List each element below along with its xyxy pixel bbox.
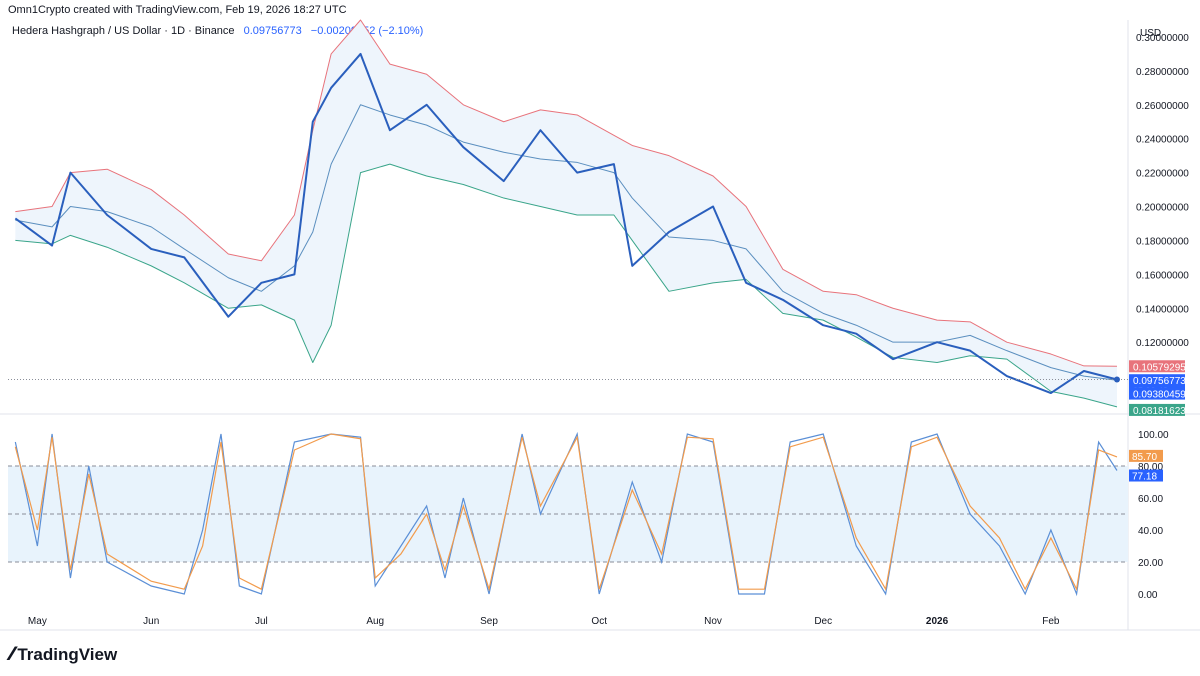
osc-y-tick-label: 100.00 (1138, 430, 1169, 441)
osc-y-tick-label: 80.00 (1138, 462, 1163, 473)
price-badge-label: 0.09380459 (1133, 390, 1186, 401)
osc-y-tick-label: 40.00 (1138, 526, 1163, 537)
last-price-dot (1113, 376, 1120, 383)
price-axis-badge: 0.08181623 (1129, 403, 1186, 417)
x-tick-label: Nov (704, 616, 722, 627)
y-tick-label: 0.16000000 (1136, 270, 1189, 281)
brand-name: TradingView (17, 645, 118, 664)
y-tick-label: 0.28000000 (1136, 67, 1189, 78)
y-tick-label: 0.26000000 (1136, 101, 1189, 112)
osc-badge-label: 85.70 (1132, 452, 1157, 463)
price-badge-bg (1129, 403, 1185, 416)
osc-y-tick-label: 0.00 (1138, 590, 1158, 601)
osc-badge-bg (1129, 449, 1163, 462)
price-badge-bg (1129, 387, 1185, 400)
y-tick-label: 0.30000000 (1136, 33, 1189, 44)
x-tick-label: Dec (814, 616, 832, 627)
bollinger-band-fill (15, 20, 1117, 407)
price-badge-label: 0.08181623 (1133, 406, 1186, 417)
osc-y-tick-label: 20.00 (1138, 558, 1163, 569)
series-line-lower (15, 163, 1118, 408)
y-tick-label: 0.14000000 (1136, 304, 1189, 315)
osc-y-tick-label: 60.00 (1138, 494, 1163, 505)
y-tick-label: 0.12000000 (1136, 338, 1189, 349)
x-tick-label: Aug (366, 616, 384, 627)
osc-axis-badge: 85.70 (1129, 449, 1163, 463)
price-badge-bg (1129, 360, 1185, 373)
x-tick-label: Sep (480, 616, 498, 627)
y-tick-label: 0.20000000 (1136, 203, 1189, 214)
price-badge-label: 0.10579295 (1133, 362, 1186, 373)
price-axis-badge: 0.09380459 (1129, 387, 1186, 401)
y-tick-label: 0.24000000 (1136, 135, 1189, 146)
y-tick-label: 0.22000000 (1136, 169, 1189, 180)
attribution: Omn1Crypto created with TradingView.com,… (8, 4, 347, 16)
series-line-upper (15, 19, 1117, 367)
tradingview-logo[interactable]: ⁄⁄ TradingView (10, 644, 117, 666)
stoch-line-D (14, 433, 1118, 592)
x-tick-label: Jul (255, 616, 268, 627)
last-price: 0.09756773 (243, 25, 302, 37)
currency-label: USD (1140, 28, 1161, 39)
osc-badge-bg (1129, 469, 1163, 482)
series-line-price (14, 52, 1118, 395)
x-tick-label: Oct (591, 616, 607, 627)
osc-badge-label: 77.18 (1132, 472, 1157, 483)
x-tick-label: May (28, 616, 47, 627)
price-axis-badge: 0.10579295 (1129, 360, 1186, 373)
price-badge-label: 0.09756773 (1133, 376, 1186, 387)
x-tick-label: 2026 (926, 616, 949, 627)
symbol-title[interactable]: Hedera Hashgraph / US Dollar · 1D · Bina… (12, 25, 235, 37)
x-tick-label: Jun (143, 616, 159, 627)
tradingview-logo-icon: ⁄⁄ (10, 644, 15, 665)
x-tick-label: Feb (1042, 616, 1060, 627)
osc-axis-badge: 77.18 (1129, 469, 1163, 483)
y-tick-label: 0.18000000 (1136, 236, 1189, 247)
series-line-basis (15, 104, 1118, 381)
